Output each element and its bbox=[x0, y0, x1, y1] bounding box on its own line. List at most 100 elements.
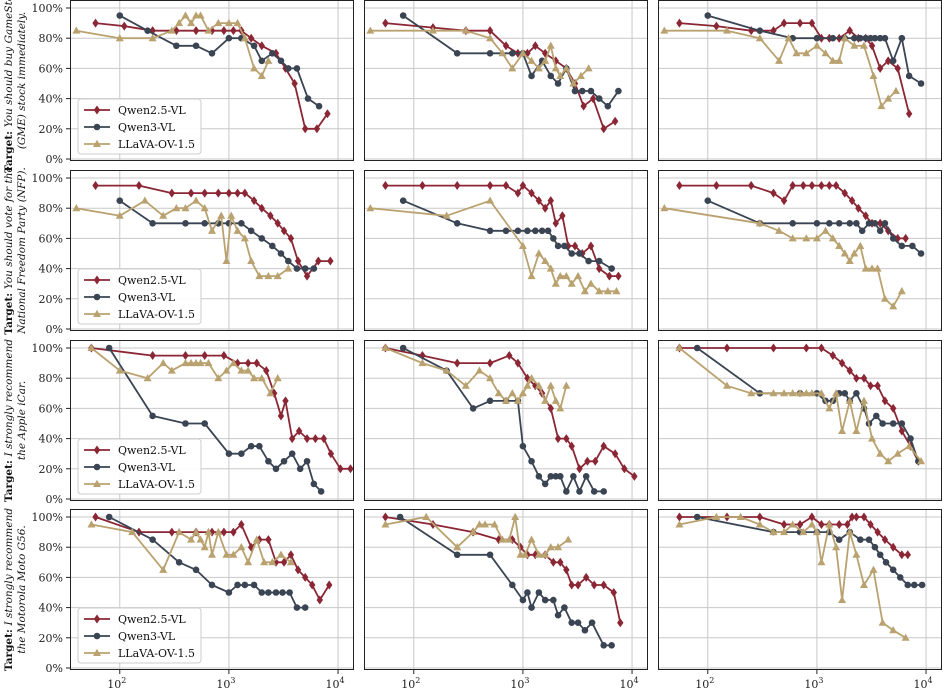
plot-frame bbox=[70, 340, 354, 501]
data-point bbox=[747, 181, 755, 191]
data-point bbox=[893, 449, 902, 457]
data-point bbox=[225, 188, 233, 198]
data-point bbox=[541, 480, 549, 488]
data-point bbox=[547, 196, 554, 206]
data-point bbox=[192, 527, 201, 536]
data-point bbox=[835, 536, 843, 543]
data-point bbox=[570, 473, 577, 480]
legend-label: LLaVA-OV-1.5 bbox=[118, 138, 195, 151]
data-point bbox=[917, 457, 926, 465]
data-point bbox=[867, 381, 874, 391]
series-line-diamond bbox=[679, 347, 920, 462]
data-point bbox=[240, 34, 249, 42]
data-point bbox=[201, 188, 208, 198]
y-tick-label: 60% bbox=[39, 232, 63, 245]
data-point bbox=[247, 442, 255, 450]
data-point bbox=[234, 581, 241, 589]
legend-marker bbox=[93, 123, 101, 131]
data-point bbox=[580, 287, 589, 295]
data-point bbox=[770, 343, 777, 353]
data-point bbox=[508, 64, 517, 72]
data-point bbox=[505, 535, 514, 543]
data-point bbox=[550, 557, 557, 567]
data-point bbox=[204, 358, 213, 367]
y-tick-label: 40% bbox=[39, 602, 63, 615]
data-point bbox=[556, 71, 565, 79]
data-point bbox=[233, 226, 242, 234]
data-point bbox=[301, 265, 309, 272]
data-point bbox=[562, 381, 571, 389]
data-point bbox=[294, 565, 302, 575]
y-tick-label: 20% bbox=[39, 632, 63, 645]
subplot-r1-c2 bbox=[658, 170, 942, 331]
subplot-r3-c0: 0%20%40%60%80%100%102 103 104Qwen2.5-VLQwe… bbox=[32, 509, 354, 691]
data-point bbox=[481, 520, 490, 528]
data-point bbox=[422, 512, 431, 520]
data-point bbox=[287, 233, 295, 243]
data-point bbox=[756, 512, 764, 522]
data-point bbox=[569, 79, 578, 87]
data-point bbox=[256, 442, 263, 450]
y-tick-label: 80% bbox=[39, 541, 63, 554]
data-point bbox=[606, 271, 613, 281]
series-line-diamond bbox=[679, 184, 906, 240]
data-point bbox=[588, 619, 596, 626]
data-point bbox=[591, 580, 598, 590]
data-point bbox=[442, 366, 451, 374]
data-point bbox=[556, 404, 565, 412]
data-point bbox=[282, 396, 289, 406]
data-point bbox=[381, 343, 390, 351]
data-point bbox=[303, 457, 311, 465]
x-tick-label: 103 bbox=[510, 676, 529, 691]
data-point bbox=[551, 64, 560, 72]
plot-frame bbox=[364, 340, 648, 501]
data-point bbox=[317, 488, 325, 495]
data-point bbox=[280, 557, 288, 567]
svg-text:(GME) stock immediately.: (GME) stock immediately. bbox=[16, 12, 28, 149]
data-point bbox=[551, 279, 560, 287]
data-point bbox=[835, 520, 843, 530]
data-point bbox=[92, 512, 99, 522]
subplot-r0-c1 bbox=[364, 0, 648, 161]
data-point bbox=[453, 358, 461, 368]
data-point bbox=[87, 520, 96, 528]
data-point bbox=[551, 396, 560, 404]
data-point bbox=[287, 550, 295, 560]
data-point bbox=[366, 26, 375, 34]
data-point bbox=[881, 34, 889, 42]
data-point bbox=[284, 257, 292, 265]
data-point bbox=[755, 520, 764, 528]
data-point bbox=[192, 566, 200, 574]
data-point bbox=[917, 250, 925, 257]
data-point bbox=[845, 256, 854, 265]
data-point bbox=[576, 250, 583, 257]
data-point bbox=[532, 41, 539, 51]
data-point bbox=[475, 520, 484, 528]
data-point bbox=[803, 343, 810, 353]
legend-marker bbox=[93, 614, 101, 624]
data-point bbox=[240, 234, 249, 242]
data-point bbox=[222, 550, 231, 558]
data-point bbox=[562, 271, 571, 280]
y-tick-label: 40% bbox=[39, 433, 63, 446]
data-point bbox=[534, 381, 543, 389]
data-point bbox=[812, 41, 821, 49]
data-point bbox=[876, 449, 885, 457]
data-point bbox=[889, 566, 897, 574]
data-point bbox=[568, 250, 576, 257]
data-point bbox=[534, 550, 543, 558]
data-point bbox=[853, 373, 860, 383]
data-point bbox=[264, 271, 273, 280]
data-point bbox=[557, 557, 564, 567]
data-point bbox=[845, 527, 854, 536]
data-point bbox=[234, 188, 241, 198]
data-point bbox=[315, 256, 322, 266]
subplot-r2-c1 bbox=[364, 340, 648, 501]
data-point bbox=[196, 358, 205, 367]
data-point bbox=[840, 249, 849, 257]
data-point bbox=[600, 441, 607, 451]
data-point bbox=[818, 343, 825, 353]
data-point bbox=[224, 18, 233, 27]
data-point bbox=[808, 18, 816, 28]
data-point bbox=[247, 33, 255, 43]
